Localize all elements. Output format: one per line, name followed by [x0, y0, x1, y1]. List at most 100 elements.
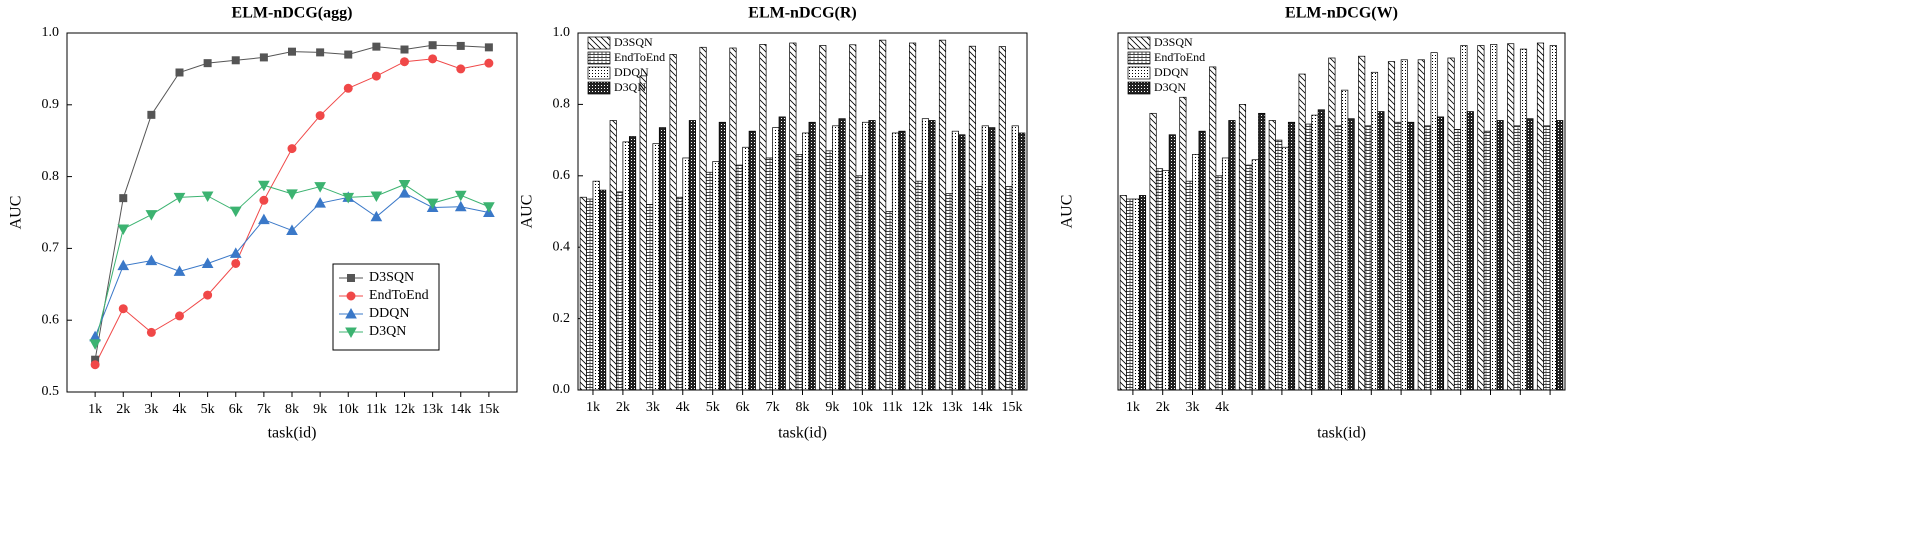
x-tick-label: 2k: [1156, 400, 1170, 415]
bar: [1228, 120, 1236, 391]
bar: [968, 45, 977, 391]
bar: [819, 45, 827, 391]
bar: [998, 46, 1006, 391]
bar: [1536, 42, 1545, 391]
marker: [147, 110, 156, 119]
marker: [258, 213, 270, 225]
bar: [1198, 130, 1206, 391]
legend-label: D3SQN: [369, 270, 414, 285]
y-tick-label: 0.7: [42, 241, 60, 256]
bar: [658, 127, 667, 391]
marker: [370, 210, 383, 222]
marker: [145, 254, 158, 266]
marker: [288, 47, 296, 56]
x-tick-label: 11k: [882, 400, 902, 415]
bar: [849, 44, 857, 391]
marker: [314, 197, 326, 208]
x-axis-label: task(id): [1317, 425, 1366, 442]
bar: [675, 196, 684, 391]
bar: [772, 127, 780, 391]
bar: [748, 130, 756, 391]
bar: [1155, 168, 1164, 391]
bar: [789, 42, 797, 391]
chart-title: ELM-nDCG(W): [1285, 5, 1398, 22]
bar: [729, 47, 737, 391]
bar: [688, 120, 696, 391]
bar: [885, 211, 893, 391]
bar: [825, 150, 833, 391]
bar: [1005, 186, 1013, 391]
marker: [483, 202, 495, 213]
legend-label: DDQN: [369, 306, 409, 321]
bar: [1132, 198, 1140, 391]
bar: [1466, 111, 1474, 391]
marker: [371, 71, 381, 81]
bar: [759, 44, 767, 391]
x-tick-label: 6k: [229, 402, 243, 417]
marker: [344, 50, 353, 59]
bar: [646, 204, 654, 391]
y-tick-label: 1.0: [42, 25, 60, 40]
legend-swatch: [587, 81, 611, 95]
x-tick-label: 12k: [912, 400, 933, 415]
chart-title: ELM-nDCG(R): [748, 5, 856, 22]
marker: [400, 57, 409, 67]
legend-swatch: [1127, 36, 1151, 50]
marker: [314, 182, 326, 193]
marker: [398, 179, 411, 191]
marker: [173, 265, 186, 276]
x-tick-label: 4k: [1215, 400, 1229, 415]
bar: [1370, 71, 1379, 391]
bar: [1387, 61, 1396, 391]
x-tick-label: 1k: [88, 402, 102, 417]
x-tick-label: 14k: [972, 400, 993, 415]
bar: [639, 75, 647, 391]
x-tick-label: 9k: [825, 400, 839, 415]
y-tick-label: 0.6: [553, 168, 571, 183]
bar: [1490, 44, 1498, 391]
marker: [456, 64, 466, 74]
y-axis-label: AUC: [8, 196, 25, 230]
marker: [89, 339, 101, 350]
marker: [119, 194, 128, 203]
bar: [742, 146, 750, 391]
y-tick-label: 0.5: [42, 384, 60, 399]
legend-label: D3QN: [1154, 80, 1186, 94]
bar: [1543, 125, 1551, 391]
bar: [699, 46, 707, 391]
marker: [316, 48, 325, 57]
bar: [891, 132, 900, 391]
legend-label: D3SQN: [1154, 35, 1193, 49]
x-tick-label: 5k: [201, 402, 215, 417]
y-tick-label: 0.8: [42, 169, 60, 184]
bar: [1287, 121, 1296, 391]
marker: [370, 191, 383, 203]
bar: [1328, 57, 1336, 391]
bar: [1119, 195, 1127, 391]
bar: [862, 121, 870, 391]
x-tick-label: 13k: [942, 400, 963, 415]
marker: [146, 327, 156, 337]
bar: [1162, 170, 1170, 391]
bar: [1400, 59, 1408, 391]
bar: [838, 118, 846, 391]
y-tick-label: 0.2: [553, 311, 571, 326]
bar: [1394, 121, 1402, 391]
bar: [868, 120, 876, 391]
bar: [958, 134, 966, 391]
bar: [1436, 116, 1445, 391]
x-tick-label: 3k: [1186, 400, 1200, 415]
bar: [628, 136, 637, 391]
bar: [915, 180, 923, 391]
bar: [1556, 120, 1564, 391]
legend-label: EndToEnd: [1154, 50, 1205, 64]
bar: [765, 157, 773, 391]
legend-label: EndToEnd: [369, 288, 429, 303]
legend-swatch: [1127, 81, 1151, 95]
bar: [735, 164, 743, 391]
marker: [117, 259, 130, 271]
marker: [118, 304, 128, 314]
marker: [428, 54, 438, 64]
marker: [345, 327, 357, 339]
bar: [1179, 96, 1187, 391]
